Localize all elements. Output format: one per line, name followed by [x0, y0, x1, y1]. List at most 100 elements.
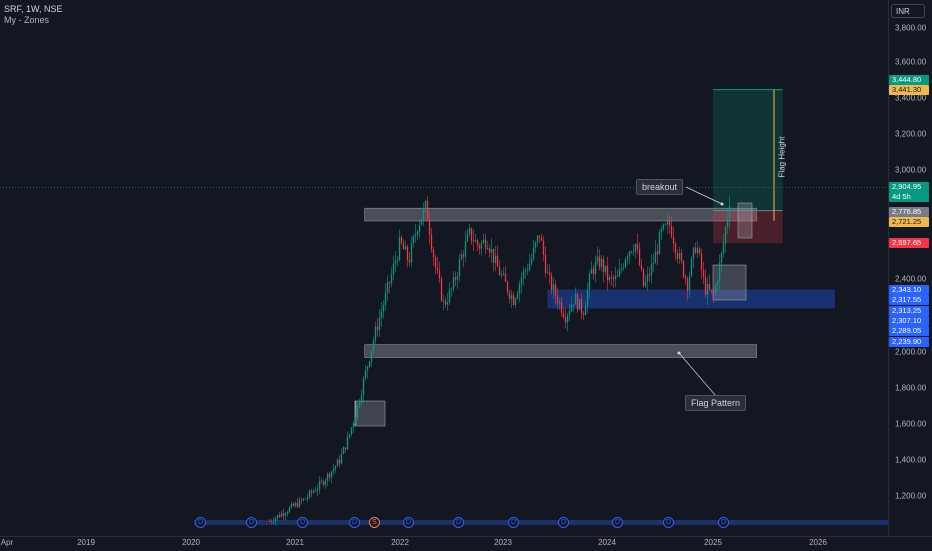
- candle[interactable]: [318, 481, 321, 489]
- candle[interactable]: [430, 234, 433, 250]
- candle[interactable]: [404, 246, 407, 250]
- candle[interactable]: [486, 248, 489, 250]
- candle[interactable]: [566, 315, 569, 323]
- candle[interactable]: [434, 257, 437, 268]
- candle[interactable]: [402, 242, 405, 250]
- candle[interactable]: [660, 228, 663, 233]
- candle[interactable]: [304, 498, 307, 500]
- candle[interactable]: [322, 481, 325, 485]
- candle[interactable]: [600, 258, 603, 268]
- candle[interactable]: [620, 268, 623, 270]
- candle[interactable]: [378, 317, 381, 331]
- candle[interactable]: [490, 248, 493, 253]
- candle[interactable]: [412, 236, 415, 244]
- candle[interactable]: [650, 263, 653, 276]
- candle[interactable]: [330, 471, 333, 478]
- candle[interactable]: [580, 298, 583, 314]
- candle[interactable]: [592, 268, 595, 275]
- candle[interactable]: [344, 447, 347, 450]
- candle[interactable]: [606, 265, 609, 281]
- candle[interactable]: [284, 513, 287, 516]
- candle[interactable]: [678, 253, 681, 259]
- candle[interactable]: [572, 304, 575, 306]
- time-axis[interactable]: [0, 536, 932, 551]
- candle[interactable]: [662, 224, 665, 229]
- candle[interactable]: [340, 453, 343, 464]
- candle[interactable]: [270, 521, 273, 523]
- candle[interactable]: [364, 370, 367, 379]
- candle[interactable]: [538, 235, 541, 238]
- candle[interactable]: [290, 503, 293, 508]
- dividend-event-icon[interactable]: D: [297, 517, 308, 528]
- candle[interactable]: [472, 240, 475, 242]
- candle[interactable]: [334, 466, 337, 469]
- candle[interactable]: [314, 491, 317, 492]
- dividend-event-icon[interactable]: D: [453, 517, 464, 528]
- candle[interactable]: [668, 221, 671, 226]
- candle[interactable]: [682, 261, 685, 277]
- candle[interactable]: [628, 251, 631, 257]
- candle[interactable]: [488, 248, 491, 253]
- candle[interactable]: [418, 224, 421, 232]
- candle[interactable]: [406, 246, 409, 260]
- candle[interactable]: [544, 254, 547, 273]
- candle[interactable]: [582, 313, 585, 315]
- dividend-event-icon[interactable]: D: [718, 517, 729, 528]
- candle[interactable]: [514, 298, 517, 305]
- candle[interactable]: [708, 284, 711, 290]
- candle[interactable]: [400, 237, 403, 243]
- candle[interactable]: [502, 273, 505, 275]
- candle[interactable]: [642, 269, 645, 287]
- candle[interactable]: [716, 281, 719, 286]
- candle[interactable]: [706, 284, 709, 295]
- candle[interactable]: [552, 284, 555, 291]
- candle[interactable]: [594, 262, 597, 275]
- candle[interactable]: [518, 283, 521, 294]
- candle[interactable]: [446, 302, 449, 305]
- candle[interactable]: [492, 248, 495, 263]
- candle[interactable]: [610, 276, 613, 278]
- candle[interactable]: [482, 239, 485, 243]
- candle[interactable]: [586, 289, 589, 306]
- candle[interactable]: [452, 277, 455, 289]
- candle[interactable]: [718, 262, 721, 282]
- candle[interactable]: [286, 512, 289, 514]
- candle[interactable]: [664, 224, 667, 226]
- candle[interactable]: [438, 270, 441, 279]
- candle[interactable]: [360, 395, 363, 403]
- candle[interactable]: [722, 243, 725, 254]
- candle[interactable]: [546, 272, 549, 274]
- candle[interactable]: [672, 236, 675, 244]
- candle[interactable]: [658, 232, 661, 255]
- candle[interactable]: [574, 294, 577, 305]
- candle[interactable]: [604, 265, 607, 273]
- candle[interactable]: [398, 237, 401, 260]
- candle[interactable]: [648, 274, 651, 276]
- candle[interactable]: [368, 361, 371, 367]
- candle[interactable]: [296, 502, 299, 507]
- candle[interactable]: [272, 521, 275, 523]
- candle[interactable]: [422, 207, 425, 220]
- candle[interactable]: [274, 518, 277, 522]
- order-block-box[interactable]: [712, 264, 747, 301]
- candle[interactable]: [530, 258, 533, 264]
- candle[interactable]: [570, 304, 573, 312]
- candle[interactable]: [710, 289, 713, 291]
- candle[interactable]: [388, 282, 391, 284]
- candle[interactable]: [324, 480, 327, 485]
- order-block-box[interactable]: [737, 202, 753, 239]
- candle[interactable]: [354, 417, 357, 424]
- candle[interactable]: [516, 293, 519, 299]
- candle[interactable]: [496, 255, 499, 267]
- candle[interactable]: [442, 300, 445, 302]
- candle[interactable]: [416, 231, 419, 235]
- currency-button[interactable]: INR: [891, 4, 925, 18]
- candle[interactable]: [302, 498, 305, 501]
- candle[interactable]: [654, 251, 657, 264]
- candle[interactable]: [720, 253, 723, 263]
- candle[interactable]: [562, 312, 565, 318]
- candle[interactable]: [724, 227, 727, 244]
- candle[interactable]: [282, 513, 285, 516]
- candle[interactable]: [532, 247, 535, 259]
- candle[interactable]: [584, 305, 587, 315]
